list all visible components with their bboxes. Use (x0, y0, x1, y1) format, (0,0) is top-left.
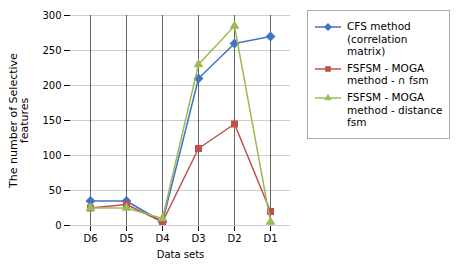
svg-text:D6: D6 (83, 233, 97, 244)
svg-text:Data sets: Data sets (157, 249, 205, 260)
svg-text:0: 0 (55, 220, 61, 231)
svg-text:D4: D4 (155, 233, 169, 244)
svg-text:250: 250 (42, 45, 61, 56)
svg-text:D2: D2 (227, 233, 241, 244)
svg-text:The number of Selectivefeature: The number of Selectivefeatures (7, 53, 31, 189)
html-text:FSFSM - MOGA method - distance: FSFSM - MOGA method - distance fsm (347, 91, 443, 129)
svg-text:150: 150 (42, 115, 61, 126)
svg-text:D1: D1 (263, 233, 277, 244)
svg-text:200: 200 (42, 80, 61, 91)
svg-text:D5: D5 (119, 233, 133, 244)
svg-text:D3: D3 (191, 233, 205, 244)
html-text:FSFSM - MOGA method - ∩ fsm: FSFSM - MOGA method - ∩ fsm (347, 61, 429, 87)
svg-text:50: 50 (49, 185, 62, 196)
svg-text:300: 300 (42, 10, 61, 21)
svg-text:100: 100 (42, 150, 61, 161)
html-text:CFS method (correlation matrix: CFS method (correlation matrix) (347, 20, 411, 58)
